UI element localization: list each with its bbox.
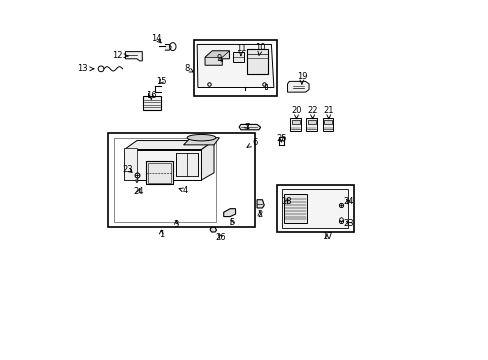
Polygon shape <box>124 140 214 149</box>
Text: 21: 21 <box>323 105 333 119</box>
Text: 14: 14 <box>151 34 162 43</box>
Text: 19: 19 <box>296 72 306 84</box>
Bar <box>147 163 171 183</box>
Text: 26: 26 <box>215 233 226 242</box>
Text: 17: 17 <box>321 232 332 241</box>
Text: 24: 24 <box>343 197 353 206</box>
Bar <box>143 96 160 110</box>
Text: 10: 10 <box>255 43 265 55</box>
Polygon shape <box>124 149 201 180</box>
Polygon shape <box>247 49 267 74</box>
Polygon shape <box>204 51 229 65</box>
Bar <box>324 120 331 125</box>
Bar <box>194 40 276 96</box>
Text: 12: 12 <box>112 51 128 60</box>
Polygon shape <box>204 51 229 57</box>
Ellipse shape <box>187 134 215 141</box>
Text: 9: 9 <box>216 54 222 63</box>
Bar <box>290 118 301 131</box>
Polygon shape <box>233 51 244 62</box>
Text: 25: 25 <box>276 134 286 143</box>
Text: 11: 11 <box>235 44 245 55</box>
Bar <box>264 84 266 89</box>
Bar <box>176 153 198 176</box>
Polygon shape <box>125 51 142 61</box>
Polygon shape <box>223 209 235 217</box>
Text: 8: 8 <box>184 64 193 73</box>
Bar <box>307 120 315 125</box>
Bar <box>145 161 172 184</box>
Text: 16: 16 <box>145 91 156 100</box>
Text: 23: 23 <box>122 165 133 174</box>
Polygon shape <box>164 44 171 50</box>
Text: 3: 3 <box>173 220 179 229</box>
Bar <box>113 138 215 222</box>
Text: 7: 7 <box>244 123 249 132</box>
Text: 24: 24 <box>133 187 143 196</box>
Bar <box>276 185 353 232</box>
Bar <box>305 118 316 131</box>
Text: 2: 2 <box>257 210 262 219</box>
Text: 23: 23 <box>343 219 353 228</box>
Text: 5: 5 <box>229 218 234 227</box>
Polygon shape <box>287 81 308 92</box>
Bar <box>284 194 306 223</box>
Polygon shape <box>124 148 137 180</box>
Polygon shape <box>183 138 219 145</box>
Text: 6: 6 <box>246 138 257 147</box>
Polygon shape <box>210 227 216 232</box>
Polygon shape <box>201 140 214 180</box>
Bar <box>291 120 299 125</box>
Text: 18: 18 <box>281 197 291 206</box>
Polygon shape <box>257 200 264 208</box>
Text: 4: 4 <box>179 186 187 195</box>
Polygon shape <box>197 44 273 87</box>
Text: 22: 22 <box>307 105 317 119</box>
Bar <box>322 118 333 131</box>
Text: 1: 1 <box>158 230 163 239</box>
Polygon shape <box>135 180 138 183</box>
Bar <box>108 134 255 226</box>
Text: 13: 13 <box>77 64 94 73</box>
Bar <box>282 189 348 228</box>
Polygon shape <box>239 125 260 130</box>
Text: 15: 15 <box>156 77 166 86</box>
Text: 20: 20 <box>291 105 301 119</box>
